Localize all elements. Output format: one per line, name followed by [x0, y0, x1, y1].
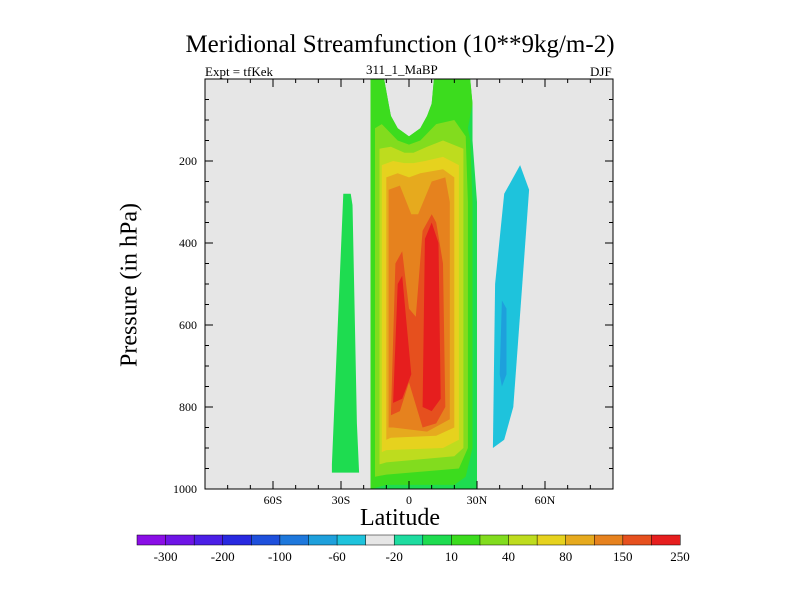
y-axis-ticks: 200 400 600 800 1000 — [173, 154, 613, 496]
colorbar-swatch-5 — [279, 534, 310, 546]
colorbar-label-0: -300 — [154, 549, 178, 564]
y-minor-ticks — [205, 99, 613, 469]
colorbar-swatch-18 — [651, 534, 681, 546]
colorbar-swatch-16 — [594, 534, 624, 546]
colorbar-label-2: -100 — [268, 549, 292, 564]
colorbar-label-3: -60 — [328, 549, 345, 564]
contour-fills — [331, 79, 582, 489]
colorbar-swatch-0 — [136, 534, 167, 546]
colorbar-swatch-2 — [193, 534, 224, 546]
colorbar-swatch-12 — [479, 534, 510, 546]
contour-region-0 — [331, 193, 360, 473]
colorbar-swatch-3 — [222, 534, 252, 546]
colorbar-swatch-7 — [336, 534, 367, 546]
contour-region-4 — [569, 79, 582, 92]
season-label: DJF — [590, 64, 612, 79]
colorbar-label-8: 150 — [613, 549, 633, 564]
colorbar-swatch-8 — [365, 534, 395, 546]
x-tick-label-3: 30N — [467, 493, 488, 507]
y-tick-label-0: 200 — [179, 154, 197, 168]
colorbar-swatch-10 — [422, 534, 452, 546]
contour-region-15 — [499, 300, 507, 387]
colorbar-label-6: 40 — [502, 549, 515, 564]
experiment-label: Expt = tfKek — [205, 64, 273, 79]
x-tick-label-1: 30S — [332, 493, 351, 507]
y-tick-label-4: 1000 — [173, 482, 197, 496]
colorbar: -300 -200 -100 -60 -20 10 40 80 150 250 — [136, 534, 690, 564]
y-tick-label-3: 800 — [179, 400, 197, 414]
plot-frame — [204, 78, 614, 490]
colorbar-label-7: 80 — [559, 549, 572, 564]
contour-region-14 — [422, 222, 441, 412]
colorbar-swatch-6 — [308, 534, 338, 546]
x-tick-label-2: 0 — [406, 493, 412, 507]
colorbar-swatch-14 — [536, 534, 567, 546]
x-tick-label-4: 60N — [535, 493, 556, 507]
colorbar-swatch-17 — [622, 534, 652, 546]
x-axis-ticks: 60S 30S 0 30N 60N — [227, 79, 591, 507]
x-axis-label: Latitude — [360, 505, 440, 531]
contour-region-2 — [350, 169, 364, 219]
run-label: 311_1_MaBP — [366, 62, 438, 77]
colorbar-label-9: 250 — [670, 549, 690, 564]
colorbar-swatch-9 — [393, 534, 424, 546]
contour-region-13 — [393, 275, 412, 403]
colorbar-swatch-15 — [565, 534, 595, 546]
y-tick-label-2: 600 — [179, 318, 197, 332]
x-tick-label-0: 60S — [264, 493, 283, 507]
colorbar-swatch-11 — [451, 534, 481, 546]
colorbar-label-5: 10 — [445, 549, 458, 564]
colorbar-label-1: -200 — [211, 549, 235, 564]
colorbar-swatch-4 — [251, 534, 281, 546]
colorbar-swatch-13 — [508, 534, 538, 546]
colorbar-label-4: -20 — [386, 549, 403, 564]
colorbar-swatch-1 — [165, 534, 195, 546]
chart-title: Meridional Streamfunction (10**9kg/m-2) — [185, 31, 615, 58]
y-tick-label-1: 400 — [179, 236, 197, 250]
